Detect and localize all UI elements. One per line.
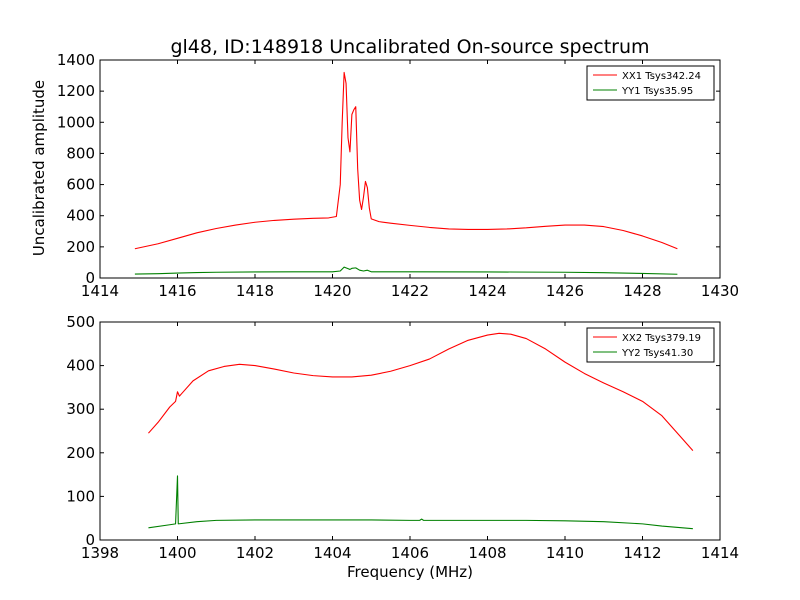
p0-y-tick-label-5: 1000	[57, 113, 95, 131]
p1-y-tick-label-5: 500	[66, 313, 95, 331]
p0-y-tick-label-1: 200	[66, 238, 95, 256]
p1-y-tick-label-4: 400	[66, 357, 95, 375]
p0-series-line-0	[134, 71, 678, 250]
top-panel: 1414 1416 1418 1420 1422 1424 1426 1428 1430 0 200…	[57, 51, 739, 300]
p1-x-tick-label-8: 1414	[701, 544, 739, 562]
p1-legend-label-1: YY2 Tsys41.30	[621, 348, 693, 359]
p0-y-tick-label-4: 800	[66, 144, 95, 162]
p1-x-tick-label-6: 1410	[546, 544, 584, 562]
p1-x-tick-label-0: 1398	[81, 544, 119, 562]
p0-y-tick-label-0: 0	[85, 269, 95, 287]
p0-legend-box	[586, 65, 715, 101]
p1-x-tick-label-3: 1404	[313, 544, 351, 562]
chart-title: gl48, ID:148918 Uncalibrated On-source s…	[170, 36, 649, 58]
p0-x-tick-label-5: 1424	[468, 282, 506, 300]
p0-legend-label-0: XX1 Tsys342.24	[622, 71, 701, 82]
p1-y-tick-label-1: 100	[66, 487, 95, 505]
p1-legend-label-0: XX2 Tsys379.19	[622, 333, 701, 344]
p0-x-tick-label-1: 1416	[158, 282, 196, 300]
p0-series-line-1	[134, 266, 678, 275]
p1-y-tick-label-2: 200	[66, 444, 95, 462]
p0-legend-label-1: YY1 Tsys35.95	[621, 86, 693, 97]
p0-y-tick-label-7: 1400	[57, 51, 95, 69]
x-axis-label: Frequency (MHz)	[347, 563, 473, 581]
p1-x-tick-label-2: 1402	[236, 544, 274, 562]
p0-x-tick-label-0: 1414	[81, 282, 119, 300]
p1-y-tick-label-3: 300	[66, 400, 95, 418]
p1-x-tick-label-5: 1408	[468, 544, 506, 562]
p0-y-tick-label-3: 600	[66, 176, 95, 194]
p0-x-tick-label-7: 1428	[623, 282, 661, 300]
p1-x-tick-label-7: 1412	[623, 544, 661, 562]
p1-x-tick-label-4: 1406	[391, 544, 429, 562]
p1-x-tick-label-1: 1400	[158, 544, 196, 562]
p0-y-tick-label-6: 1200	[57, 82, 95, 100]
p0-y-tick-label-2: 400	[66, 207, 95, 225]
p0-x-tick-label-8: 1430	[701, 282, 739, 300]
p0-x-tick-label-4: 1422	[391, 282, 429, 300]
p0-x-tick-label-6: 1426	[546, 282, 584, 300]
bottom-panel: 1398 1400 1402 1404 1406 1408 1410 1412 1414 0 100…	[66, 313, 739, 562]
p0-x-tick-label-2: 1418	[236, 282, 274, 300]
p1-series-line-1	[148, 475, 693, 530]
p0-x-tick-label-3: 1420	[313, 282, 351, 300]
p1-y-tick-label-0: 0	[85, 531, 95, 549]
y-axis-label: Uncalibrated amplitude	[30, 80, 48, 256]
p1-legend-box	[586, 327, 715, 363]
p1-series-line-0	[148, 332, 694, 451]
